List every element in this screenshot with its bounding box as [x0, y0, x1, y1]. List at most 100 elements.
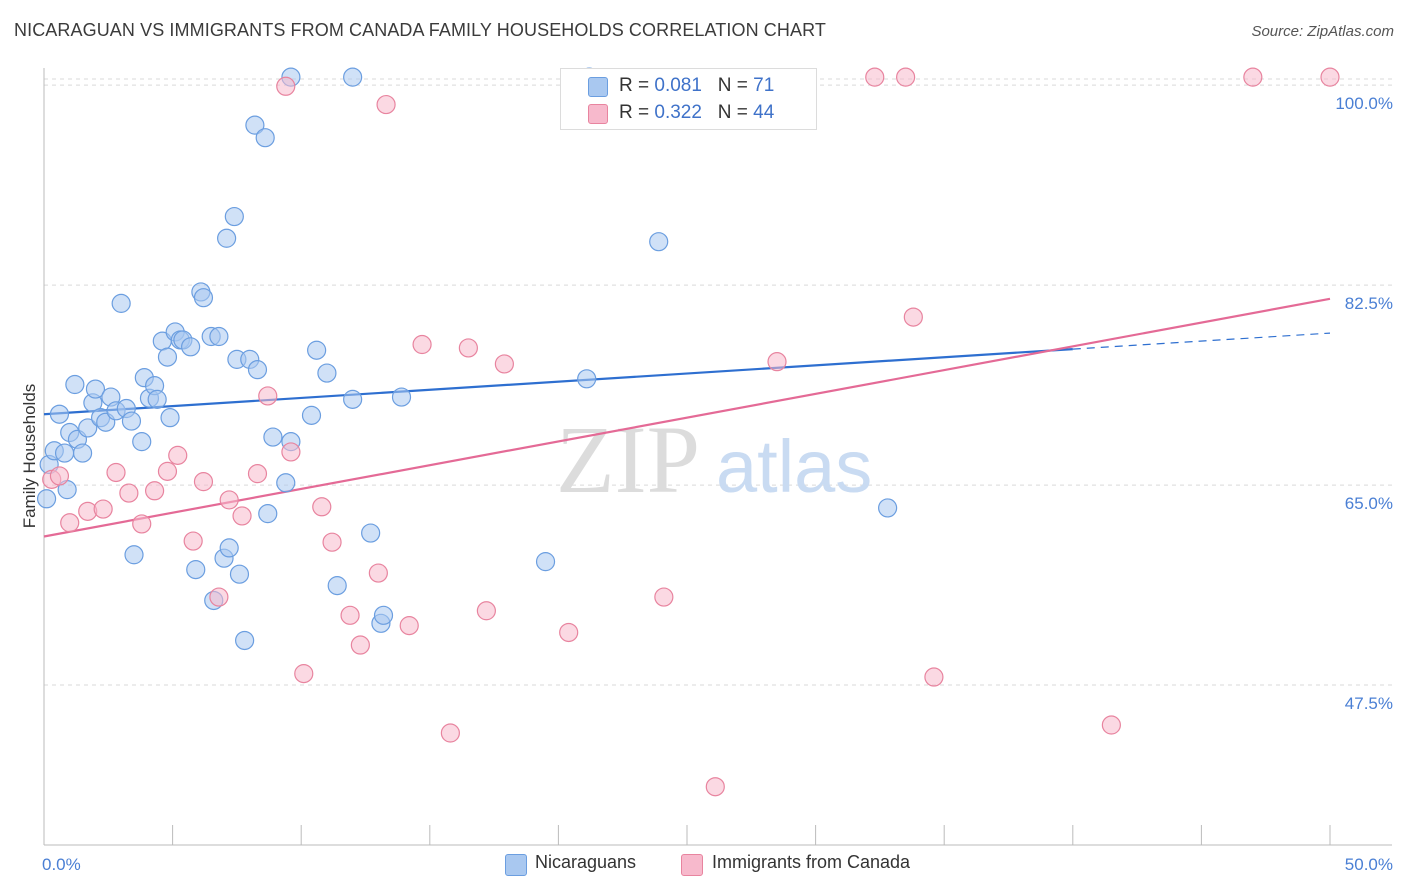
- data-point: [49, 404, 70, 424]
- tick-labels: 100.0% 82.5% 65.0% 47.5% 0.0% 50.0%: [42, 94, 1393, 874]
- data-point: [209, 326, 229, 347]
- legend-r-value: 0.081: [654, 75, 702, 96]
- data-point: [49, 466, 70, 486]
- data-point: [255, 128, 275, 148]
- data-point: [361, 523, 381, 543]
- data-point: [186, 560, 206, 580]
- data-point: [111, 293, 131, 313]
- data-point: [705, 777, 725, 797]
- x-tick-label-min: 0.0%: [42, 855, 81, 874]
- bottom-legend-swatch-canada: [681, 854, 703, 876]
- data-point: [476, 601, 496, 621]
- series-immigrants-from-canada: [42, 67, 1340, 797]
- data-point: [307, 340, 327, 360]
- data-point: [294, 664, 314, 684]
- data-point: [124, 545, 144, 565]
- legend-r-label: R =: [619, 102, 655, 123]
- stats-legend: R = 0.081 N = 71 R = 0.322 N = 44: [560, 68, 817, 130]
- x-tick-label-max: 50.0%: [1345, 855, 1393, 874]
- data-point: [235, 630, 255, 651]
- data-point: [322, 532, 342, 552]
- data-point: [193, 288, 214, 308]
- chart-title: NICARAGUAN VS IMMIGRANTS FROM CANADA FAM…: [14, 20, 826, 40]
- data-point: [399, 616, 419, 636]
- data-point: [93, 499, 113, 519]
- data-point: [147, 389, 167, 409]
- data-point: [577, 369, 597, 389]
- data-point: [1320, 67, 1340, 87]
- y-tick-label: 100.0%: [1335, 94, 1393, 113]
- legend-n-value: 71: [753, 75, 775, 96]
- data-point: [327, 576, 347, 596]
- data-point: [1243, 67, 1263, 87]
- data-point: [368, 563, 388, 583]
- data-point: [376, 94, 396, 115]
- data-point: [373, 605, 394, 625]
- data-point: [343, 67, 363, 87]
- data-point: [391, 387, 412, 407]
- data-point: [60, 513, 80, 533]
- data-point: [209, 587, 229, 607]
- data-point: [258, 386, 278, 406]
- data-point: [119, 483, 139, 503]
- data-point: [317, 363, 337, 383]
- data-point: [247, 464, 268, 484]
- data-point: [181, 337, 201, 357]
- data-point: [896, 67, 916, 87]
- data-points: [36, 67, 1340, 797]
- data-point: [276, 76, 296, 96]
- y-tick-label: 82.5%: [1345, 294, 1393, 313]
- data-point: [350, 635, 370, 655]
- y-axis-label: Family Households: [20, 384, 39, 529]
- data-point: [301, 405, 322, 425]
- watermark-atlas: atlas: [716, 425, 872, 508]
- data-point: [263, 427, 283, 447]
- data-point: [157, 461, 178, 481]
- data-point: [224, 206, 244, 227]
- legend-n-label: N =: [717, 75, 754, 96]
- data-point: [157, 347, 178, 367]
- trend-line-canada: [43, 297, 1331, 538]
- watermark: ZIP atlas: [556, 406, 872, 513]
- data-point: [412, 334, 432, 355]
- data-point: [232, 506, 252, 526]
- data-point: [903, 307, 923, 327]
- data-point: [767, 352, 787, 372]
- legend-n-value: 44: [753, 102, 775, 123]
- data-point: [535, 552, 556, 572]
- bottom-legend-nicaraguans: Nicaraguans: [535, 852, 637, 872]
- legend-r-value: 0.322: [654, 102, 702, 123]
- data-point: [85, 379, 106, 399]
- data-point: [121, 411, 142, 431]
- data-point: [78, 418, 98, 438]
- data-point: [654, 587, 674, 607]
- data-point: [219, 490, 239, 510]
- trend-lines: [43, 297, 1331, 538]
- data-point: [36, 489, 57, 509]
- data-point: [132, 432, 152, 452]
- data-point: [54, 443, 75, 463]
- legend-swatch-nicaraguans: [588, 77, 608, 97]
- data-point: [649, 232, 669, 252]
- y-tick-label: 47.5%: [1345, 694, 1393, 713]
- data-point: [340, 605, 360, 625]
- legend-r-label: R =: [619, 75, 655, 96]
- bottom-legend-swatch-nicaraguans: [505, 854, 527, 876]
- y-tick-label: 65.0%: [1345, 494, 1393, 513]
- data-point: [494, 354, 514, 374]
- data-point: [132, 514, 152, 534]
- data-point: [276, 473, 296, 493]
- data-point: [343, 389, 363, 409]
- legend-row-canada: R = 0.322 N = 44: [619, 102, 774, 126]
- data-point: [458, 338, 478, 358]
- bottom-legend-canada: Immigrants from Canada: [712, 852, 911, 872]
- source-label: Source: ZipAtlas.com: [1251, 23, 1394, 40]
- data-point: [106, 462, 126, 483]
- data-point: [160, 408, 180, 428]
- data-point: [440, 723, 460, 743]
- data-point: [258, 504, 278, 524]
- data-point: [878, 498, 898, 518]
- legend-n-label: N =: [717, 102, 754, 123]
- data-point: [168, 445, 188, 465]
